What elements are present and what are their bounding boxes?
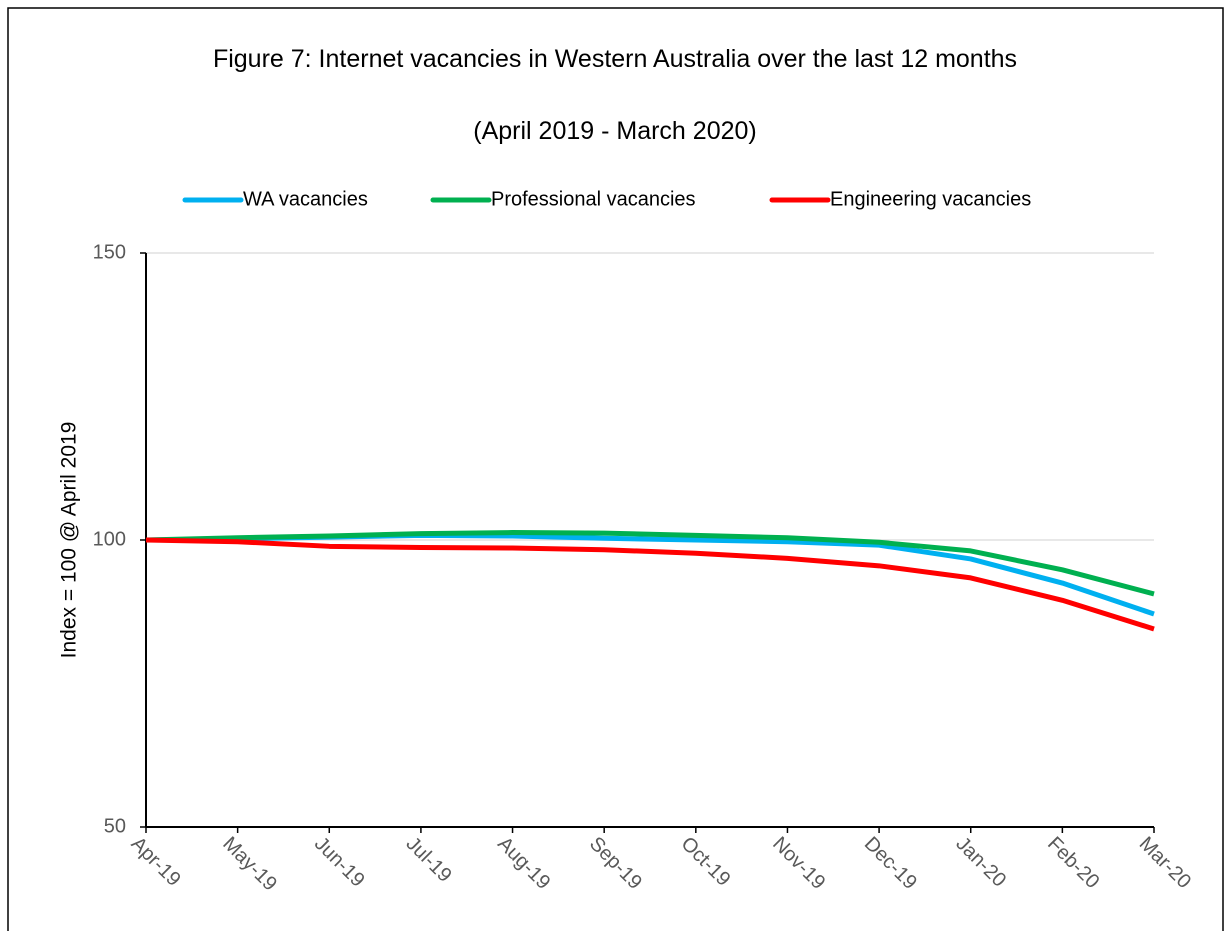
x-tick-label: Nov-19 — [768, 833, 829, 894]
y-axis-label: Index = 100 @ April 2019 — [58, 422, 81, 659]
y-tick-label: 50 — [104, 815, 126, 837]
series-line — [145, 537, 1155, 632]
series-line — [145, 530, 1155, 597]
y-tick-label: 100 — [93, 528, 126, 550]
chart-title: Figure 7: Internet vacancies in Western … — [212, 45, 1018, 73]
x-tick-label: Mar-20 — [1135, 833, 1195, 893]
x-tick-label: Feb-20 — [1043, 833, 1103, 893]
x-tick-label: May-19 — [218, 833, 281, 896]
x-tick-label: Jul-19 — [402, 833, 456, 887]
x-tick-label: Jun-19 — [310, 833, 369, 892]
chart-border — [7, 7, 1224, 931]
x-tick-label: Sep-19 — [585, 833, 646, 894]
legend-label: Engineering vacancies — [830, 188, 1031, 210]
legend-label: WA vacancies — [243, 188, 368, 210]
legend-label: Professional vacancies — [491, 188, 696, 210]
x-tick-label: Oct-19 — [677, 833, 735, 891]
x-tick-label: Apr-19 — [127, 833, 185, 891]
chart-subtitle: (April 2019 - March 2020) — [473, 117, 757, 145]
y-tick-label: 150 — [93, 241, 126, 263]
x-tick-label: Dec-19 — [860, 833, 921, 894]
x-tick-label: Jan-20 — [951, 833, 1010, 892]
x-tick-label: Aug-19 — [493, 833, 554, 894]
